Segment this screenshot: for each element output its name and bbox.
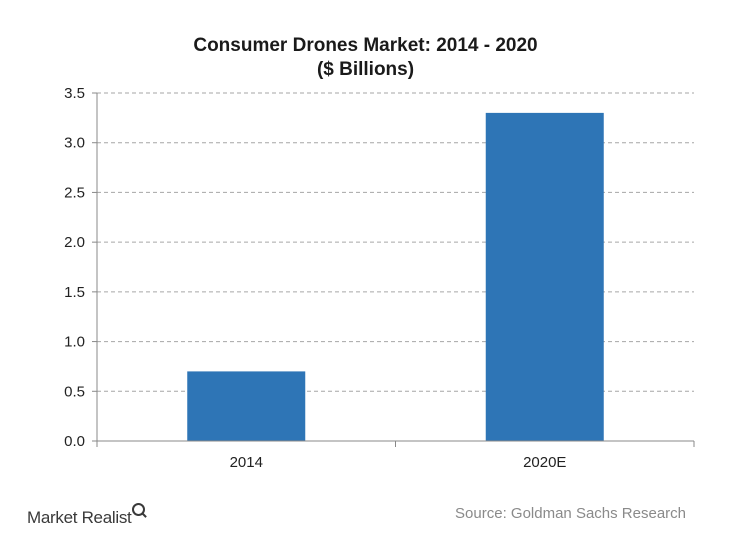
y-tick-label: 0.5 bbox=[64, 383, 85, 400]
y-tick-label: 1.0 bbox=[64, 334, 85, 351]
x-tick-label: 2020E bbox=[523, 454, 566, 471]
y-tick-label: 2.0 bbox=[64, 234, 85, 251]
brand-name: Market Realist bbox=[27, 508, 132, 527]
y-tick-label: 0.0 bbox=[64, 433, 85, 450]
gridlines bbox=[97, 92, 694, 392]
chart-title-block: Consumer Drones Market: 2014 - 2020 ($ B… bbox=[0, 34, 731, 82]
brand-logo: Market Realist bbox=[27, 503, 146, 528]
bar-2014 bbox=[187, 371, 306, 441]
chart-title: Consumer Drones Market: 2014 - 2020 bbox=[193, 35, 538, 56]
x-tick-labels: 2014 2020E bbox=[230, 454, 567, 471]
x-tick-label: 2014 bbox=[230, 454, 263, 471]
y-tick-label: 3.5 bbox=[64, 85, 85, 102]
axes bbox=[92, 92, 695, 447]
y-tick-labels: 0.0 0.5 1.0 1.5 2.0 2.5 3.0 3.5 bbox=[64, 85, 85, 450]
y-tick-label: 2.5 bbox=[64, 184, 85, 201]
y-tick-label: 1.5 bbox=[64, 284, 85, 301]
source-note: Source: Goldman Sachs Research bbox=[455, 505, 686, 522]
bars bbox=[187, 112, 604, 441]
y-tick-label: 3.0 bbox=[64, 135, 85, 152]
magnifier-icon bbox=[132, 503, 146, 516]
bar-2020e bbox=[485, 112, 604, 441]
chart-subtitle: ($ Billions) bbox=[316, 59, 415, 80]
